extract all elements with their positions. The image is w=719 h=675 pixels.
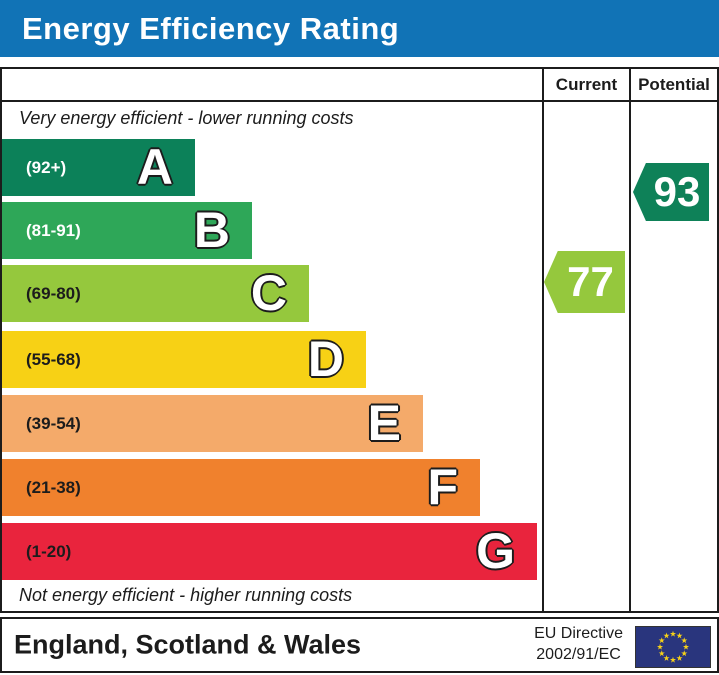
band-c-letter: C [250,264,287,321]
band-f-range: (21-38) [26,477,81,497]
band-b-bar: (81-91) B [2,202,252,259]
band-b-range: (81-91) [26,220,81,240]
band-d-range: (55-68) [26,349,81,369]
header-divider [2,100,717,102]
bottom-note: Not energy efficient - higher running co… [19,585,353,605]
band-a-range: (92+) [26,157,67,177]
band-c-bar: (69-80) C [2,265,309,322]
band-d-letter: D [307,330,344,387]
band-g-letter: G [476,522,515,579]
potential-rating-value: 93 [653,168,701,215]
band-f-bar: (21-38) F [2,459,480,516]
band-e-letter: E [367,394,401,451]
column-header-current: Current [555,74,618,94]
column-divider-current [542,69,544,611]
footer-bar: England, Scotland & Wales EU Directive 2… [0,617,719,673]
eu-flag-icon [635,626,711,668]
page-title: Energy Efficiency Rating [22,10,400,46]
current-rating-value: 77 [567,258,614,305]
top-note: Very energy efficient - lower running co… [19,108,354,128]
band-a-letter: A [136,138,173,195]
title-bar: Energy Efficiency Rating [0,0,719,57]
current-rating-arrow: 77 [544,251,625,313]
band-g-bar: (1-20) G [2,523,537,580]
band-g-range: (1-20) [26,541,72,561]
rating-table: Current Potential Very energy efficient … [0,67,719,613]
eu-directive-line1: EU Directive [534,625,623,643]
eu-directive-line2: 2002/91/EC [536,646,621,663]
band-d-bar: (55-68) D [2,331,366,388]
band-e-bar: (39-54) E [2,395,423,452]
column-header-potential: Potential [638,74,710,94]
band-f-letter: F [427,458,458,515]
potential-rating-arrow: 93 [633,163,709,221]
band-e-range: (39-54) [26,413,81,433]
band-c-range: (69-80) [26,283,81,303]
band-b-letter: B [193,201,230,258]
column-divider-potential [629,69,631,611]
eu-directive-label: EU Directive 2002/91/EC [534,624,623,666]
region-label: England, Scotland & Wales [14,629,362,660]
band-a-bar: (92+) A [2,139,195,196]
